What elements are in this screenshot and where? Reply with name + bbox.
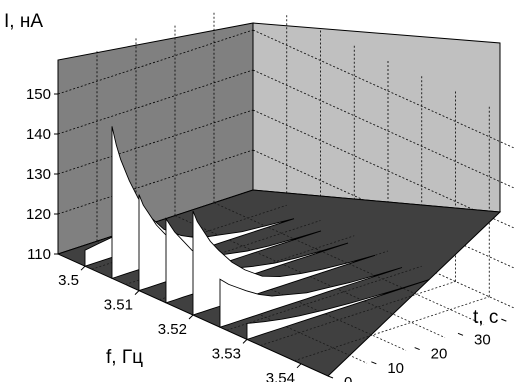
- x-tick-mark: [188, 314, 194, 320]
- y-tick-label: 0: [344, 374, 352, 382]
- z-axis-ticks: 110 120 130 140 150: [26, 86, 58, 263]
- x-axis-ticks: 3.5 3.51 3.52 3.53 3.54: [58, 265, 302, 382]
- right-grid-line: [252, 69, 515, 189]
- y-tick-label: 10: [387, 360, 404, 377]
- x-tick-mark: [134, 290, 140, 295]
- curve-series-5: [219, 267, 403, 328]
- z-axis-label: I, нА: [4, 11, 43, 32]
- y-tick-label: 20: [431, 346, 448, 363]
- right-grid-line: [252, 109, 515, 229]
- y-axis-ticks: 010203040: [327, 318, 507, 382]
- y-tick-mark: [371, 361, 377, 365]
- z-tick-label: 150: [26, 86, 51, 103]
- y-tick-mark: [327, 375, 334, 379]
- y-tick-mark: [457, 332, 464, 336]
- x-tick-mark: [296, 363, 302, 369]
- x-axis-label: f, Гц: [106, 347, 143, 368]
- x-tick-label: 3.5: [58, 272, 79, 289]
- curve-series-6: [246, 279, 430, 341]
- z-tick-label: 110: [27, 246, 51, 263]
- y-tick-mark: [501, 318, 507, 322]
- back-right-wall: [252, 22, 501, 213]
- z-tick-label: 120: [26, 206, 51, 223]
- y-axis-label: t, c: [473, 307, 498, 328]
- y-tick-mark: [414, 347, 420, 351]
- x-tick-mark: [242, 339, 248, 344]
- data-curves: [84, 126, 430, 341]
- x-tick-label: 3.54: [266, 370, 295, 382]
- x-tick-label: 3.52: [158, 321, 187, 338]
- z-tick-label: 140: [26, 126, 51, 143]
- x-tick-label: 3.51: [104, 297, 133, 314]
- z-tick-label: 130: [26, 166, 51, 183]
- x-tick-mark: [80, 265, 86, 271]
- right-grid-line: [252, 29, 515, 149]
- y-tick-label: 30: [474, 331, 491, 348]
- x-tick-label: 3.53: [212, 345, 241, 362]
